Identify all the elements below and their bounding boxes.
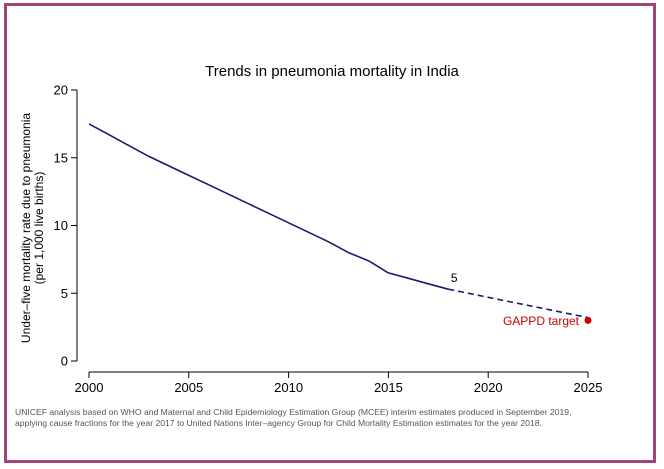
y-tick-label: 0: [61, 354, 68, 369]
line-chart: Trends in pneumonia mortality in India U…: [19, 63, 603, 395]
x-tick-label: 2010: [274, 380, 303, 395]
x-tick-label: 2000: [75, 380, 104, 395]
y-axis-label-line1: Under–five mortality rate due to pneumon…: [19, 113, 33, 343]
footnote-line-1: UNICEF analysis based on WHO and Materna…: [15, 407, 572, 417]
gappd-target-point: [584, 316, 592, 324]
y-tick-label: 20: [54, 83, 68, 98]
footnote: UNICEF analysis based on WHO and Materna…: [15, 407, 655, 429]
y-tick-label: 5: [61, 286, 68, 301]
annotation-label-5: 5: [451, 271, 458, 285]
annotation-gappd-target: GAPPD target: [503, 314, 580, 328]
footnote-line-2: applying cause fractions for the year 20…: [15, 418, 542, 428]
x-tick-label: 2025: [574, 380, 603, 395]
y-tick-label: 15: [54, 150, 68, 165]
chart-frame: [4, 3, 656, 463]
y-tick-label: 10: [54, 218, 68, 233]
y-axis-label-line2: (per 1,000 live births): [32, 172, 46, 285]
projection-line: [448, 288, 589, 319]
chart-title: Trends in pneumonia mortality in India: [205, 63, 459, 80]
x-tick-label: 2015: [374, 380, 403, 395]
x-tick-label: 2020: [474, 380, 503, 395]
trend-line: [88, 123, 449, 290]
x-tick-label: 2005: [174, 380, 203, 395]
